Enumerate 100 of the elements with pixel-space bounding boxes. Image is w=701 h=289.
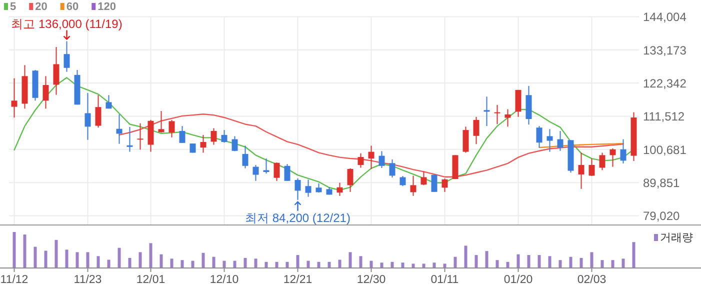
candlestick	[294, 178, 301, 200]
candlestick	[158, 110, 164, 133]
bar	[149, 243, 152, 268]
candlestick	[305, 179, 312, 198]
candlestick	[484, 96, 490, 127]
bar	[443, 264, 446, 268]
candlestick	[358, 152, 364, 168]
bar	[107, 260, 110, 268]
bar	[422, 264, 426, 268]
bar	[191, 260, 194, 268]
bar	[632, 242, 636, 268]
x-tick-label: 12/01	[136, 274, 166, 286]
bar	[390, 262, 394, 268]
bar	[160, 254, 163, 268]
candlestick	[347, 168, 354, 192]
candlestick	[84, 92, 91, 140]
bar	[65, 250, 68, 268]
bar	[138, 252, 142, 268]
candlestick	[378, 150, 385, 169]
bar	[338, 260, 342, 268]
bar	[401, 262, 404, 268]
bar	[317, 262, 320, 268]
candlestick	[578, 152, 584, 190]
bar	[474, 255, 478, 268]
bar	[328, 262, 331, 268]
bar	[516, 254, 520, 268]
candlestick	[452, 154, 458, 180]
bar	[76, 252, 79, 268]
bar	[464, 246, 468, 268]
candlestick	[462, 126, 469, 154]
candlestick	[316, 182, 322, 194]
candlestick	[64, 40, 70, 72]
candlestick	[168, 119, 175, 138]
x-tick-label: 12/10	[210, 274, 239, 286]
bar	[286, 262, 289, 268]
annotation: 최고 136,000 (11/19)	[11, 17, 122, 32]
bar	[370, 260, 373, 268]
bar	[454, 256, 457, 268]
candlestick	[263, 158, 270, 174]
bar	[222, 260, 226, 268]
candlestick	[431, 174, 438, 192]
candlestick	[546, 128, 553, 152]
bar	[44, 250, 48, 268]
bar	[485, 251, 488, 268]
bar	[412, 264, 415, 268]
bar	[306, 260, 310, 268]
bar	[600, 260, 604, 268]
candlestick	[515, 89, 522, 118]
candlestick	[221, 130, 228, 144]
bar	[54, 240, 58, 268]
candlestick	[116, 114, 122, 144]
legend-label: 거래량	[660, 232, 693, 244]
candlestick	[137, 122, 144, 150]
y-tick-label: 144,004	[643, 10, 687, 24]
bar	[128, 258, 132, 268]
candlestick	[526, 85, 532, 126]
candlestick	[42, 76, 49, 110]
y-tick-label: 122,342	[643, 76, 687, 91]
bar	[34, 246, 37, 268]
y-tick-label: 133,173	[643, 43, 687, 58]
bar	[254, 258, 258, 268]
y-tick-label: 89,851	[643, 176, 680, 190]
candlestick	[368, 145, 374, 170]
candlestick	[126, 126, 133, 152]
candlestick	[557, 130, 564, 152]
bar	[264, 262, 268, 268]
bar	[538, 255, 541, 268]
bar	[548, 256, 552, 268]
candlestick	[442, 178, 448, 192]
candlestick	[284, 164, 290, 182]
bar	[96, 256, 100, 268]
legend-label: 20	[35, 1, 48, 13]
candlestick	[599, 152, 606, 171]
candlestick	[410, 175, 416, 196]
x-tick-label: 01/11	[430, 274, 459, 286]
legend-label: 5	[10, 1, 16, 13]
bar	[590, 252, 594, 268]
bar	[506, 262, 510, 268]
candlestick	[274, 162, 280, 182]
bar	[527, 255, 530, 268]
candlestick	[53, 46, 60, 96]
bar	[244, 258, 247, 268]
bar	[622, 258, 625, 268]
bar	[202, 252, 205, 268]
x-tick-label: 11/23	[74, 274, 102, 286]
bar	[275, 262, 278, 268]
bar	[432, 262, 436, 268]
y-tick-label: 111,512	[643, 110, 685, 124]
x-tick-label: 12/30	[356, 274, 386, 286]
x-tick-label: 11/12	[0, 274, 28, 286]
bar	[233, 260, 236, 268]
bar	[359, 256, 362, 268]
candlestick	[252, 164, 259, 182]
bar	[580, 258, 583, 268]
y-tick-label: 79,020	[643, 209, 680, 224]
bar	[180, 260, 184, 268]
candlestick	[588, 158, 595, 176]
x-tick-label: 01/20	[504, 274, 533, 286]
bar	[86, 252, 90, 268]
candlestick	[536, 126, 542, 148]
